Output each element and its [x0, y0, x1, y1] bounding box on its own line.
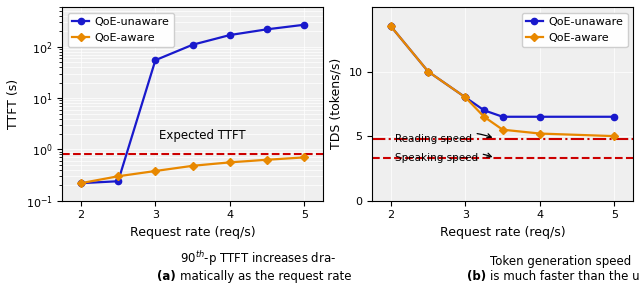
QoE-unaware: [536, 115, 544, 118]
QoE-aware: [226, 161, 234, 164]
Y-axis label: TDS (tokens/s): TDS (tokens/s): [330, 58, 343, 150]
QoE-unaware: [301, 23, 308, 26]
Text: Reading speed: Reading speed: [395, 134, 492, 144]
QoE-aware: [77, 181, 84, 185]
QoE-aware: [461, 96, 469, 99]
QoE-aware: [387, 25, 395, 28]
QoE-unaware: [499, 115, 506, 118]
QoE-aware: [536, 132, 544, 135]
QoE-unaware: [480, 109, 488, 112]
Text: Token generation speed
is much faster than the user-: Token generation speed is much faster th…: [490, 255, 640, 283]
QoE-aware: [301, 156, 308, 159]
Legend: QoE-unaware, QoE-aware: QoE-unaware, QoE-aware: [522, 13, 627, 47]
Text: (a): (a): [157, 270, 180, 283]
QoE-aware: [152, 169, 159, 173]
QoE-unaware: [226, 33, 234, 37]
QoE-aware: [115, 174, 122, 178]
QoE-unaware: [77, 181, 84, 185]
Legend: QoE-unaware, QoE-aware: QoE-unaware, QoE-aware: [68, 13, 174, 47]
Text: Speaking speed: Speaking speed: [395, 153, 492, 163]
QoE-unaware: [611, 115, 618, 118]
Text: (b): (b): [467, 270, 490, 283]
QoE-unaware: [152, 58, 159, 62]
QoE-aware: [263, 158, 271, 162]
Y-axis label: TTFT (s): TTFT (s): [7, 79, 20, 129]
Line: QoE-unaware: QoE-unaware: [388, 23, 618, 120]
Line: QoE-aware: QoE-aware: [77, 154, 308, 186]
QoE-aware: [480, 115, 488, 118]
X-axis label: Request rate (req/s): Request rate (req/s): [440, 226, 566, 239]
QoE-aware: [499, 128, 506, 131]
X-axis label: Request rate (req/s): Request rate (req/s): [130, 226, 255, 239]
QoE-unaware: [115, 180, 122, 183]
QoE-unaware: [189, 43, 196, 46]
QoE-unaware: [387, 25, 395, 28]
Line: QoE-aware: QoE-aware: [388, 23, 618, 139]
Text: Expected TTFT: Expected TTFT: [159, 129, 246, 142]
QoE-aware: [189, 164, 196, 168]
QoE-unaware: [424, 70, 432, 73]
Line: QoE-unaware: QoE-unaware: [77, 22, 308, 186]
QoE-aware: [424, 70, 432, 73]
Text: 90$^{th}$-p TTFT increases dra-
matically as the request rate: 90$^{th}$-p TTFT increases dra- maticall…: [180, 249, 351, 283]
QoE-aware: [611, 134, 618, 138]
QoE-unaware: [263, 27, 271, 31]
QoE-unaware: [461, 96, 469, 99]
